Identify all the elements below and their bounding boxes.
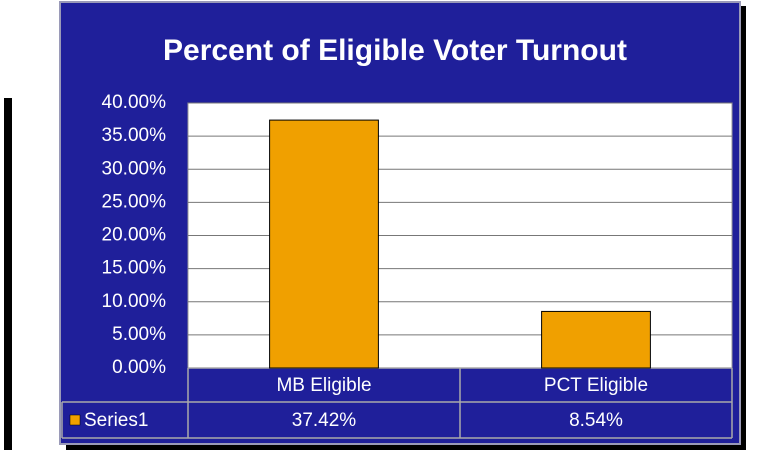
x-tick-label: MB Eligible [276, 375, 371, 396]
data-label: 37.42% [292, 410, 357, 431]
frame-edge [4, 98, 12, 450]
y-tick-label: 25.00% [102, 191, 167, 212]
legend-label: Series1 [84, 410, 148, 431]
y-tick-label: 30.00% [102, 158, 167, 179]
y-tick-label: 15.00% [102, 258, 167, 279]
chart-title: Percent of Eligible Voter Turnout [163, 34, 627, 67]
y-tick-label: 10.00% [102, 291, 167, 312]
x-tick-label: PCT Eligible [544, 375, 648, 396]
y-tick-label: 35.00% [102, 125, 167, 146]
data-label: 8.54% [569, 410, 623, 431]
legend-swatch [69, 414, 81, 426]
y-tick-label: 40.00% [102, 92, 167, 113]
y-tick-label: 20.00% [102, 225, 167, 246]
y-tick-label: 5.00% [112, 324, 166, 345]
bar [541, 310, 651, 369]
y-tick-label: 0.00% [112, 357, 166, 378]
bar [269, 119, 379, 369]
